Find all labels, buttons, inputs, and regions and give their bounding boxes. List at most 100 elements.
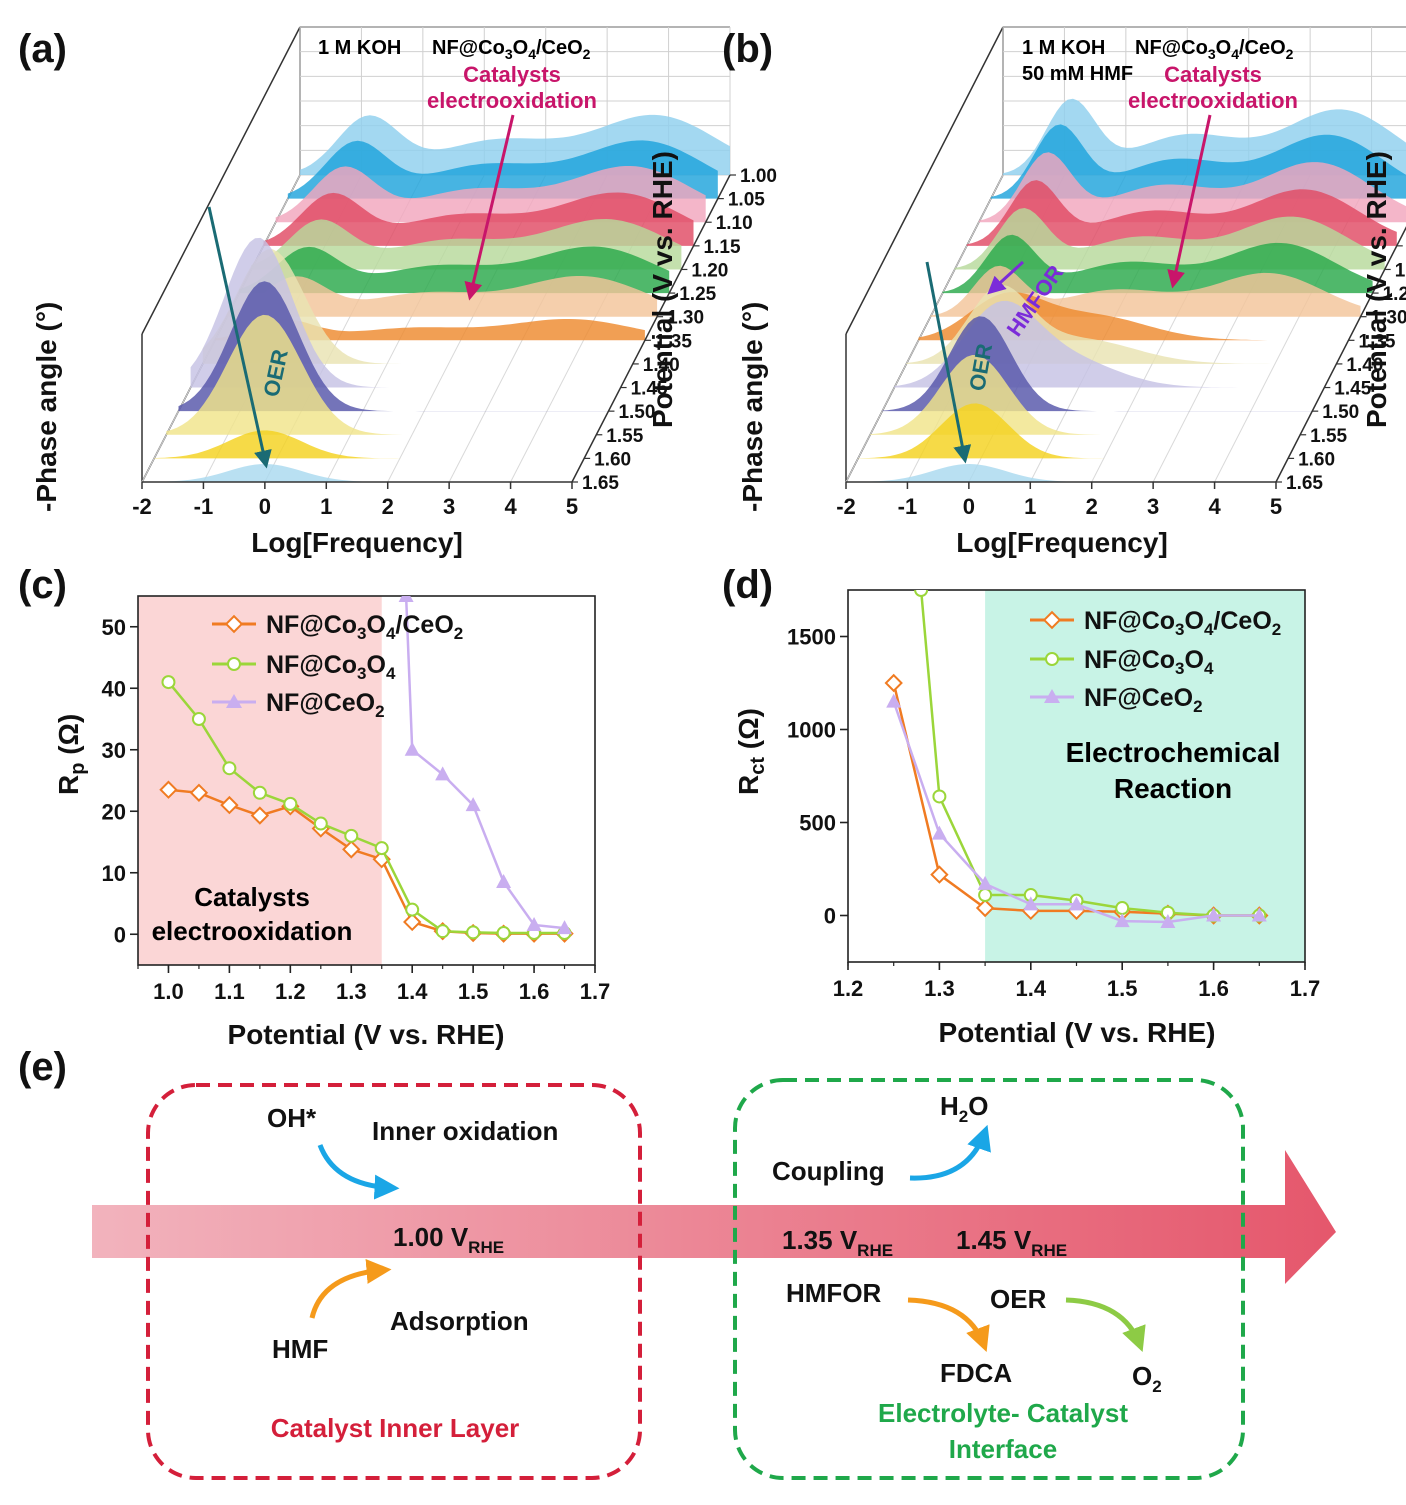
y-tick-d-1000: 1000 (787, 718, 836, 743)
svg-text:NF@CeO2: NF@CeO2 (266, 689, 385, 721)
y-tick-c-30: 30 (102, 738, 126, 763)
point-c-2-2 (435, 766, 451, 781)
point-c-1-3 (252, 785, 267, 800)
point-d-2-4 (1069, 896, 1084, 911)
point-c-0-3 (250, 806, 270, 825)
panel-a-annotation-1: Catalysts (463, 62, 561, 87)
x-tick-d-1.3: 1.3 (924, 976, 955, 1001)
potential-arrow-bar (92, 1150, 1336, 1284)
potential-tick-b-1.40: 1.40 (1346, 355, 1383, 376)
point-c-1-8 (405, 902, 420, 917)
legend-c-3: NF@CeO2 (212, 689, 385, 721)
point-d-1-0 (914, 590, 929, 597)
legend-c-2: NF@Co3O4 (212, 651, 396, 683)
panel-a-zlabel: Potential (V vs. RHE) (647, 151, 678, 428)
panel-b-condition-2: 50 mM HMF (1022, 63, 1133, 85)
x-tick-b-3: 3 (1147, 494, 1159, 519)
panel-b-pink-arrow (1167, 114, 1212, 289)
panel-a-xlabel: Log[Frequency] (251, 527, 463, 558)
shade-region-c (138, 596, 382, 965)
point-d-2-0 (886, 693, 902, 708)
panel-e: (e) OH* Inner oxidation 1.00 VRHE HMF Ad… (18, 1045, 1336, 1480)
left-diagonal-top (141, 26, 301, 335)
panel-a-ylabel: -Phase angle (°) (31, 302, 62, 512)
fdca-label: FDCA (940, 1358, 1012, 1388)
x-tick-d-1.7: 1.7 (1290, 976, 1321, 1001)
panel-d-shade-text-2: Reaction (1114, 773, 1232, 804)
point-d-1-1 (932, 789, 947, 804)
y-tick-c-10: 10 (102, 861, 126, 886)
series-d-2 (886, 693, 1267, 929)
potential-tick-a-1.35: 1.35 (655, 331, 692, 352)
panel-c-label: (c) (18, 563, 67, 607)
x-tick-b-5: 5 (1270, 494, 1282, 519)
point-c-2-0 (398, 596, 414, 602)
potential-tick-a-1.60: 1.60 (594, 449, 631, 470)
panel-b: (b) 1.001.051.101.151.201.251.301.351.40… (722, 26, 1406, 558)
inner-oxidation-label: Inner oxidation (372, 1116, 558, 1146)
point-c-2-5 (526, 917, 542, 932)
ridge-a-1.55 (166, 314, 597, 435)
potential-tick-b-1.60: 1.60 (1298, 449, 1335, 470)
point-d-0-1 (930, 865, 949, 884)
point-d-2-3 (1023, 896, 1039, 911)
coupling-arrow (909, 1124, 991, 1181)
panel-b-annotation-1: Catalysts (1164, 62, 1262, 87)
x-tick-a-5: 5 (566, 494, 578, 519)
series-c-1 (161, 675, 572, 941)
inner-layer-label: Catalyst Inner Layer (271, 1413, 520, 1443)
x-tick-d-1.2: 1.2 (833, 976, 864, 1001)
panel-a-condition: 1 M KOH (318, 37, 401, 59)
panel-b-oer-arrow (925, 261, 972, 464)
panel-c-shade-text-1: Catalysts (194, 882, 310, 912)
potential-tick-a-1.05: 1.05 (728, 190, 765, 211)
panel-d-label: (d) (722, 563, 773, 607)
x-tick-c-1.2: 1.2 (275, 979, 306, 1004)
floor-grid (845, 174, 1004, 483)
svg-text:NF@CeO2: NF@CeO2 (1084, 684, 1203, 716)
panel-b-xlabel: Log[Frequency] (956, 527, 1168, 558)
point-d-2-1 (931, 825, 947, 840)
y-tick-c-20: 20 (102, 799, 126, 824)
oh-label: OH* (267, 1103, 317, 1133)
x-tick-a-0: 0 (259, 494, 271, 519)
hmf-arrow (309, 1258, 392, 1319)
y-tick-d-0: 0 (824, 904, 836, 929)
oh-arrow (317, 1144, 400, 1200)
point-c-1-1 (191, 712, 206, 726)
interface-label-2: Interface (949, 1434, 1057, 1464)
y-tick-c-50: 50 (102, 615, 126, 640)
panel-b-condition-1: 1 M KOH (1022, 37, 1105, 59)
potential-tick-b-1.30: 1.30 (1371, 308, 1406, 329)
panel-a-catalyst: NF@Co3O4/CeO2 (432, 37, 591, 62)
ridge-a-1.65 (142, 464, 572, 482)
potential-tick-b-1.35: 1.35 (1358, 331, 1395, 352)
potential-tick-a-1.10: 1.10 (716, 213, 753, 234)
x-tick-a-3: 3 (443, 494, 455, 519)
right-diagonal (571, 174, 731, 483)
panel-b-hmfor-arrow (987, 260, 1025, 295)
point-c-2-1 (404, 741, 420, 756)
y-tick-c-0: 0 (114, 922, 126, 947)
svg-text:NF@Co3O4: NF@Co3O4 (1084, 646, 1214, 678)
x-tick-c-1.0: 1.0 (153, 979, 184, 1004)
point-d-2-6 (1160, 914, 1176, 929)
ridge-a-1.30 (227, 276, 658, 317)
panel-a-annotation-2: electrooxidation (427, 88, 597, 113)
panel-b-annotation-2: electrooxidation (1128, 88, 1298, 113)
point-d-1-2 (978, 888, 993, 903)
x-tick-b--2: -2 (836, 494, 856, 519)
potential-tick-a-1.30: 1.30 (667, 308, 704, 329)
panel-c-shade-text-2: electrooxidation (152, 916, 353, 946)
panel-d: (d) 1.2 1.3 1.4 1.5 1.6 1.7 0 500 1000 1500 Elect… (722, 563, 1320, 1048)
potential-tick-a-1.00: 1.00 (740, 166, 777, 187)
point-d-2-2 (977, 875, 993, 890)
x-tick-d-1.6: 1.6 (1198, 976, 1229, 1001)
point-c-2-6 (557, 920, 573, 935)
panel-a-label: (a) (18, 27, 67, 71)
point-c-1-10 (466, 925, 481, 940)
oer-arrow (1065, 1297, 1146, 1353)
x-tick-b-1: 1 (1024, 494, 1036, 519)
y-tick-c-40: 40 (102, 676, 126, 701)
left-diagonal-top (845, 26, 1004, 335)
